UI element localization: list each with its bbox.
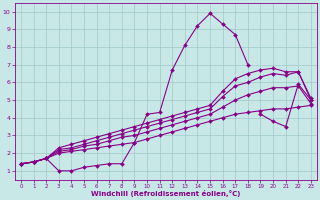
X-axis label: Windchill (Refroidissement éolien,°C): Windchill (Refroidissement éolien,°C) bbox=[91, 190, 241, 197]
